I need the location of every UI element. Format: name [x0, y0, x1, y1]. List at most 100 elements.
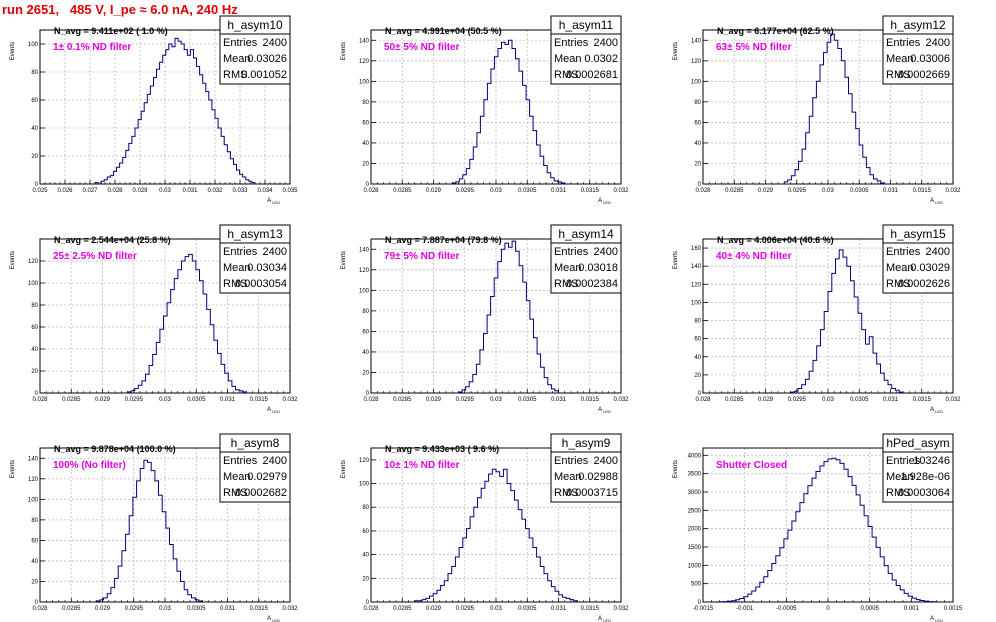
y-tick-label: 120 — [691, 59, 702, 65]
y-tick-label: 100 — [359, 79, 370, 85]
x-tick-label: 0.0315 — [581, 397, 600, 403]
y-tick-label: 40 — [31, 347, 38, 353]
x-tick-label: 0.032 — [207, 188, 223, 194]
panel-hPed_asym: -0.0015 -0.001 -0.0005 0 0.0005 0.001 0.0015 0 5… — [673, 433, 963, 622]
stats-value: 0.02988 — [578, 471, 618, 483]
filter-label: 50± 5% ND filter — [384, 42, 460, 53]
x-tick-label: -0.0015 — [693, 606, 714, 612]
stats-name: h_asym9 — [562, 436, 611, 450]
x-axis-title: A LED — [930, 616, 943, 622]
y-tick-label: 60 — [694, 120, 701, 126]
x-tick-label: 0.029 — [426, 606, 442, 612]
y-tick-label: 100 — [28, 497, 39, 503]
filter-label: Shutter Closed — [716, 460, 787, 471]
y-tick-label: 0 — [366, 391, 370, 397]
stats-value: 0.0003715 — [566, 487, 618, 499]
navg-label: N_avg = 9.411e+02 ( 1.0 %) — [54, 26, 168, 36]
y-tick-label: 120 — [28, 477, 39, 483]
stats-name: hPed_asym — [886, 436, 949, 450]
y-axis-title: Events — [673, 251, 679, 269]
x-tick-label: 0.0295 — [456, 397, 475, 403]
stats-value: 0.03026 — [247, 53, 287, 65]
y-tick-label: 3500 — [688, 472, 702, 478]
y-tick-label: 20 — [31, 369, 38, 375]
stats-value: 2400 — [926, 246, 950, 258]
x-axis-title-sub: LED — [602, 409, 611, 414]
histogram-line — [127, 253, 247, 393]
x-axis-title: A LED — [267, 198, 280, 205]
y-tick-label: 80 — [31, 70, 38, 76]
x-tick-label: 0.0285 — [62, 397, 81, 403]
x-tick-label: 0.03 — [490, 188, 502, 194]
x-tick-label: 0.032 — [282, 397, 298, 403]
y-tick-label: 40 — [694, 141, 701, 147]
x-tick-label: 0.031 — [883, 397, 899, 403]
x-tick-label: 0.031 — [182, 188, 198, 194]
panel-h_asym9: 0.028 0.0285 0.029 0.0295 0.03 0.0305 0.031 0.0… — [341, 433, 629, 622]
y-tick-label: 20 — [694, 161, 701, 167]
y-tick-label: 80 — [362, 505, 369, 511]
x-axis-title-sub: LED — [271, 200, 280, 205]
x-tick-label: 0.031 — [551, 188, 567, 194]
y-tick-label: 140 — [691, 264, 702, 270]
x-tick-label: 0.028 — [363, 397, 379, 403]
x-tick-label: 0.03 — [822, 188, 834, 194]
x-axis-title: A LED — [598, 407, 611, 414]
y-tick-label: 20 — [31, 154, 38, 160]
stats-value: 0.0302 — [584, 53, 618, 65]
x-tick-label: 0.028 — [695, 397, 711, 403]
x-axis-title-sub: LED — [271, 409, 280, 414]
x-tick-label: 0.0285 — [393, 606, 412, 612]
y-tick-label: 20 — [362, 161, 369, 167]
x-tick-label: 0.0285 — [725, 188, 744, 194]
y-tick-label: 40 — [362, 350, 369, 356]
stats-label: Entries — [886, 246, 921, 258]
stats-value: 2400 — [263, 37, 287, 49]
x-tick-label: 0.0295 — [456, 188, 475, 194]
y-tick-label: 0 — [698, 182, 702, 188]
y-tick-label: 80 — [31, 518, 38, 524]
y-tick-label: 160 — [691, 246, 702, 252]
y-tick-label: 0 — [366, 182, 370, 188]
stats-label: Entries — [223, 455, 258, 467]
navg-label: N_avg = 9.433e+03 ( 9.6 %) — [385, 444, 499, 454]
navg-label: N_avg = 4.006e+04 (40.6 %) — [717, 235, 834, 245]
x-axis-title: A LED — [930, 198, 943, 205]
x-tick-label: 0.0005 — [860, 606, 879, 612]
stats-name: h_asym10 — [227, 18, 283, 32]
navg-label: N_avg = 4.991e+04 (50.5 %) — [385, 26, 502, 36]
x-tick-label: 0 — [826, 606, 830, 612]
x-axis-title-sub: LED — [934, 409, 943, 414]
y-axis-title: Events — [10, 42, 16, 60]
x-tick-label: 0.0315 — [581, 188, 600, 194]
y-tick-label: 1000 — [688, 563, 702, 569]
histogram-line — [790, 249, 904, 393]
stats-value: 0.0003064 — [898, 487, 950, 499]
stats-label: Entries — [886, 37, 921, 49]
x-tick-label: 0.0285 — [393, 397, 412, 403]
y-tick-label: 140 — [691, 38, 702, 44]
x-tick-label: 0.028 — [32, 606, 48, 612]
y-tick-label: 80 — [694, 100, 701, 106]
y-tick-label: 120 — [28, 259, 39, 265]
x-axis-title-sub: LED — [934, 618, 943, 622]
y-tick-label: 20 — [362, 576, 369, 582]
stats-name: h_asym8 — [231, 436, 280, 450]
run-title: run 2651, 485 V, I_pe ≈ 6.0 nA, 240 Hz — [2, 2, 238, 17]
stats-label: Mean — [886, 471, 914, 483]
filter-label: 40± 4% ND filter — [716, 251, 792, 262]
x-tick-label: 0.0305 — [518, 397, 537, 403]
y-tick-label: 120 — [359, 458, 370, 464]
x-tick-label: 0.032 — [613, 397, 629, 403]
y-tick-label: 100 — [28, 42, 39, 48]
stats-value: 0.0002681 — [566, 69, 618, 81]
filter-label: 1± 0.1% ND filter — [53, 42, 131, 53]
y-tick-label: 100 — [359, 482, 370, 488]
histogram-line — [783, 33, 885, 184]
x-tick-label: 0.026 — [57, 188, 73, 194]
x-tick-label: 0.03 — [490, 606, 502, 612]
x-tick-label: 0.028 — [32, 397, 48, 403]
filter-label: 10± 1% ND filter — [384, 460, 460, 471]
y-tick-label: 0 — [698, 600, 702, 606]
